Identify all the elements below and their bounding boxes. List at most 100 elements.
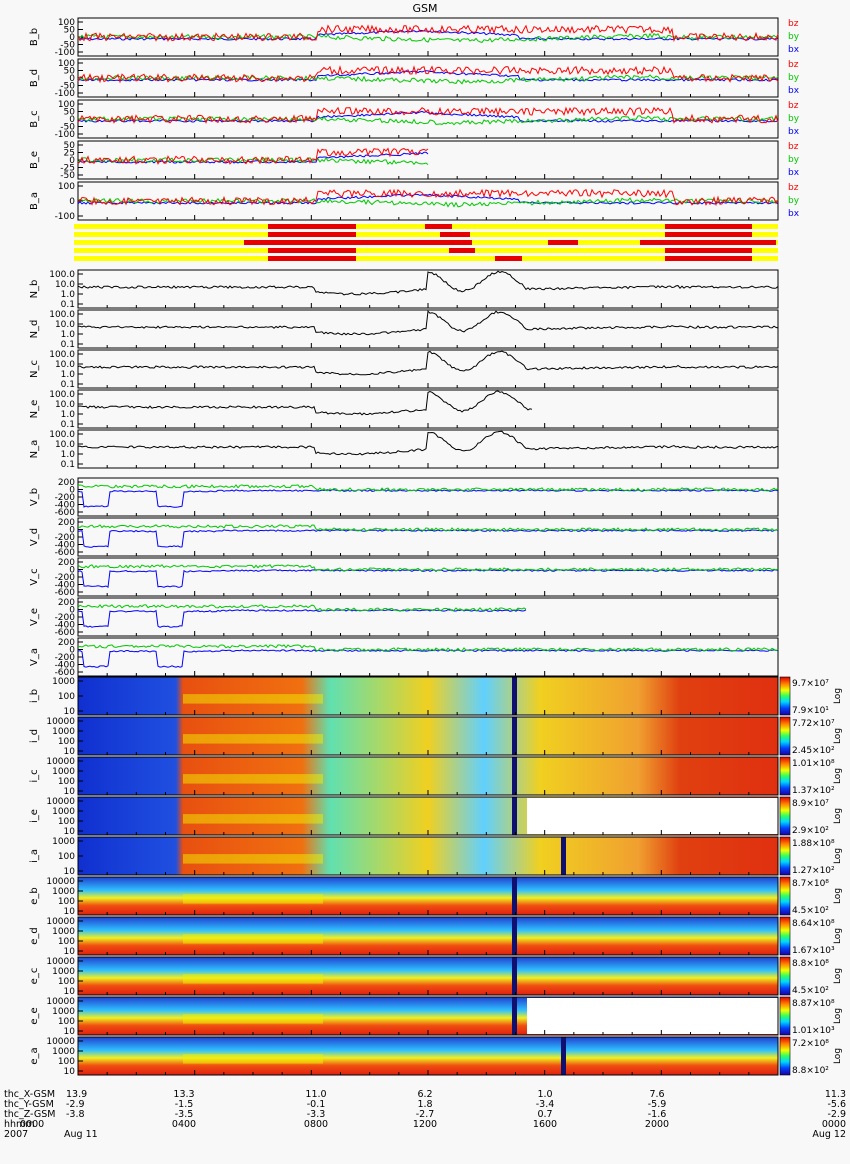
footer-column-value: 1.8 [417, 1099, 433, 1110]
bz-trace [77, 147, 429, 165]
colorbar [779, 716, 791, 756]
row-label-y: thc_Y-GSM [4, 1099, 54, 1110]
density-N_b-tick: 10.0 [55, 280, 75, 290]
bx-trace [77, 193, 779, 205]
last-value-z: -2.9 [827, 1109, 846, 1120]
field-B_b-tick: 0 [69, 33, 75, 43]
spectrogram-stripe [512, 677, 517, 715]
spec-e_d-tick: 100 [58, 937, 75, 947]
colorbar-max: 1.88×10⁸ [792, 839, 835, 849]
colorbar [779, 756, 791, 796]
footer-column-value: 1600 [532, 1119, 558, 1130]
first-value-z: -3.8 [66, 1109, 85, 1120]
legend-bz: bz [788, 60, 799, 70]
spectrogram-band [183, 934, 323, 944]
spec-i_a-tick: 100 [58, 852, 75, 862]
colorbar [779, 916, 791, 956]
vx-trace [77, 569, 779, 589]
spec-e_a-label: e_a [29, 1047, 40, 1064]
legend-bz: bz [788, 142, 799, 152]
spec-i_d-tick: 100 [58, 737, 75, 747]
row-label-hhmm: hhmm [4, 1119, 35, 1130]
colorbar-max: 8.8×10⁸ [792, 959, 829, 969]
colorbar-max: 7.2×10⁸ [792, 1039, 829, 1049]
spectrogram-band [183, 734, 323, 744]
spectrogram-gap [527, 798, 778, 834]
legend-bx: bx [788, 209, 800, 219]
field-B_a-label: B_a [29, 192, 40, 210]
spectrogram-stripe [512, 717, 517, 755]
field-B_a-tick: 100 [58, 182, 75, 192]
availability-segment [449, 248, 475, 253]
availability-bars [74, 224, 778, 261]
spec-e_b-label: e_b [29, 887, 40, 905]
ephemeris-footer: thc_X-GSM thc_Y-GSM thc_Z-GSM hhmm 2007 … [4, 1090, 846, 1164]
legend-by: by [788, 196, 800, 206]
spec-i_e-tick: 10 [64, 827, 76, 837]
velocity-V_c-tick: 0 [69, 566, 75, 576]
density-N_e-tick: 10.0 [55, 400, 75, 410]
velocity-panel-V_b: V_b 2000-200-400-600 [29, 478, 779, 518]
spec-e_b-tick: 1000 [52, 887, 75, 897]
colorbar-max: 9.7×10⁷ [792, 679, 829, 689]
availability-segment [268, 224, 356, 229]
density-trace [77, 390, 533, 416]
spec-i_c-label: i_c [29, 769, 40, 782]
velocity-V_e-tick: 0 [69, 606, 75, 616]
spec-i_d-tick: 10 [64, 747, 76, 757]
colorbar-min: 4.5×10² [792, 906, 829, 916]
spec-e_a-tick: 1000 [52, 1047, 75, 1057]
spec-e_e-tick: 10 [64, 1027, 76, 1037]
colorbar [779, 876, 791, 916]
density-panel-N_d: N_d 100.010.01.00.1 [29, 309, 779, 350]
colorbar-label: Log [833, 688, 843, 704]
availability-segment [665, 232, 752, 237]
colorbar-max: 8.64×10⁸ [792, 919, 835, 929]
density-N_a-tick: 100.0 [49, 430, 75, 440]
availability-segment [640, 240, 776, 245]
availability-segment [244, 240, 472, 245]
spec-e_e-tick: 100 [58, 1017, 75, 1027]
colorbar-label: Log [833, 768, 843, 784]
footer-column-value: -3.4 [535, 1099, 555, 1110]
bz-trace [77, 24, 779, 43]
colorbar-max: 1.01×10⁸ [792, 759, 835, 769]
spec-e_c-tick: 100 [58, 977, 75, 987]
legend-by: by [788, 32, 800, 42]
spectrogram-stripe [512, 997, 517, 1035]
footer-column-value: -5.9 [647, 1099, 667, 1110]
field-B_e-frame [77, 140, 779, 180]
spectrogram-stripe [512, 797, 517, 835]
density-N_a-tick: 1.0 [61, 450, 76, 460]
colorbar-min: 4.5×10² [792, 986, 829, 996]
availability-row [74, 232, 778, 237]
spectrogram-stripe [512, 917, 517, 955]
velocity-V_d-tick: -600 [55, 548, 76, 558]
colorbar-min: 8.8×10² [792, 1066, 829, 1076]
bx-trace [77, 110, 779, 123]
legend-bx: bx [788, 86, 800, 96]
spec-e_b-tick: 10000 [46, 877, 75, 887]
field-B_d-tick: -100 [55, 89, 76, 99]
spec-e_c-tick: 10 [64, 987, 76, 997]
availability-segment [425, 224, 452, 229]
bz-trace [77, 188, 779, 207]
spec-i_b-tick: 10 [64, 707, 76, 717]
bz-trace [77, 65, 779, 84]
velocity-V_c-label: V_c [29, 568, 40, 585]
density-N_b-label: N_b [29, 280, 40, 299]
availability-segment [268, 232, 356, 237]
field-B_e-tick: 25 [64, 149, 75, 159]
availability-segment [440, 232, 470, 237]
density-panels: N_b100.010.01.00.1N_d100.010.01.00.1N_c1… [29, 269, 779, 470]
spec-e_e-label: e_e [29, 1007, 40, 1024]
vy-trace [77, 564, 779, 572]
velocity-V_b-tick: -400 [55, 501, 76, 511]
density-N_d-frame [77, 309, 779, 349]
availability-segment [665, 248, 752, 253]
